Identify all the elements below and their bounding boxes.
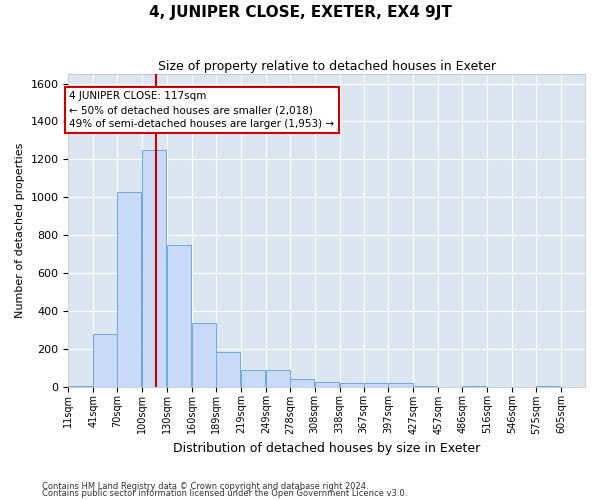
Text: Contains public sector information licensed under the Open Government Licence v3: Contains public sector information licen… xyxy=(42,489,407,498)
Title: Size of property relative to detached houses in Exeter: Size of property relative to detached ho… xyxy=(158,60,496,73)
Text: 4 JUNIPER CLOSE: 117sqm
← 50% of detached houses are smaller (2,018)
49% of semi: 4 JUNIPER CLOSE: 117sqm ← 50% of detache… xyxy=(69,91,334,129)
Bar xyxy=(340,382,364,386)
Y-axis label: Number of detached properties: Number of detached properties xyxy=(15,142,25,318)
Text: 4, JUNIPER CLOSE, EXETER, EX4 9JT: 4, JUNIPER CLOSE, EXETER, EX4 9JT xyxy=(149,5,451,20)
Bar xyxy=(216,352,240,386)
Bar xyxy=(142,150,166,386)
Text: Contains HM Land Registry data © Crown copyright and database right 2024.: Contains HM Land Registry data © Crown c… xyxy=(42,482,368,491)
Bar xyxy=(192,323,216,386)
Bar xyxy=(118,192,142,386)
Bar xyxy=(167,244,191,386)
Bar xyxy=(364,382,388,386)
X-axis label: Distribution of detached houses by size in Exeter: Distribution of detached houses by size … xyxy=(173,442,481,455)
Bar xyxy=(241,370,265,386)
Bar xyxy=(314,382,339,386)
Bar xyxy=(290,379,314,386)
Bar xyxy=(93,334,118,386)
Bar xyxy=(388,382,413,386)
Bar xyxy=(266,370,290,386)
